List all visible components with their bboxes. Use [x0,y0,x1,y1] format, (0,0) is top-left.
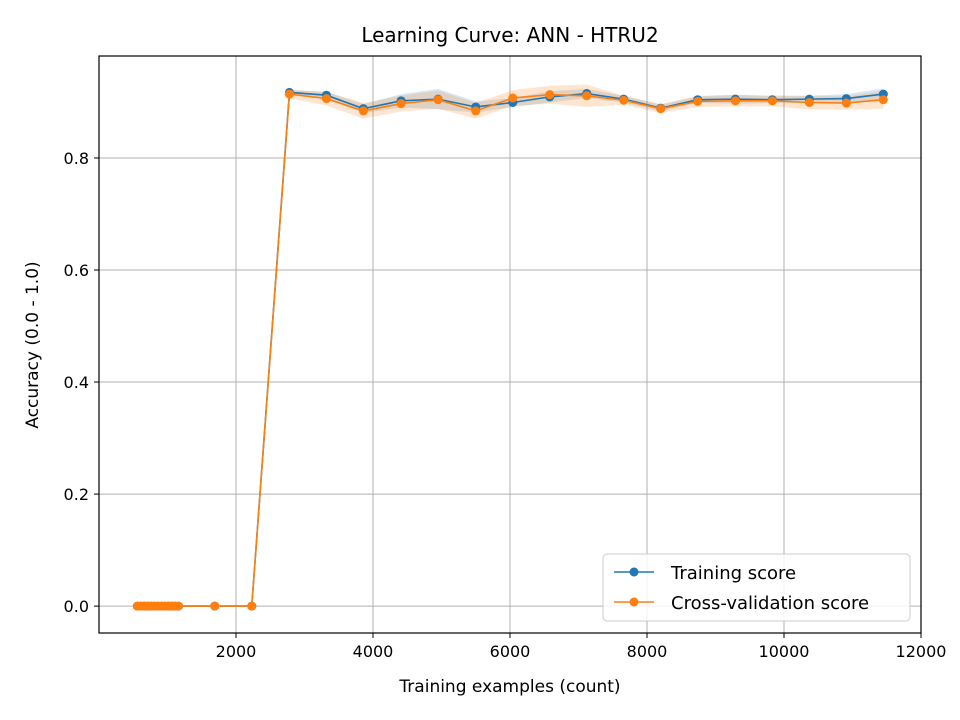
data-point-1 [358,106,368,116]
data-point-1 [730,96,740,106]
series-lines [132,87,888,611]
y-tick-label: 0.2 [64,485,89,504]
data-point-1 [693,96,703,106]
legend-box [602,553,911,622]
y-tick-label: 0.6 [64,261,89,280]
data-point-1 [545,90,555,100]
chart-title: Learning Curve: ANN - HTRU2 [361,23,658,47]
data-point-1 [619,95,629,105]
x-tick-label: 8000 [627,642,668,661]
y-tick-label: 0.8 [64,149,89,168]
x-tick-label: 2000 [216,642,257,661]
x-tick-label: 6000 [490,642,531,661]
axis-ticks: 2000 4000 6000 8000 10000 12000 0.0 0.2 0.4 0.6 0.… [64,149,947,661]
y-tick-label: 0.0 [64,597,89,616]
x-axis-label: Training examples (count) [398,677,620,697]
data-point-1 [841,98,851,108]
data-point-1 [210,601,220,611]
legend-marker-training [629,567,639,577]
x-tick-label: 12000 [896,642,947,661]
legend: Training score Cross-validation score [602,553,911,622]
data-point-1 [433,95,443,105]
legend-label-cv: Cross-validation score [671,593,869,614]
data-point-1 [321,94,331,104]
data-point-1 [767,96,777,106]
data-point-1 [878,95,888,105]
data-point-1 [247,601,257,611]
data-point-1 [396,99,406,109]
data-point-1 [508,93,518,103]
data-point-1 [656,104,666,114]
x-tick-label: 4000 [353,642,394,661]
data-point-1 [173,601,183,611]
legend-label-training: Training score [670,563,796,584]
legend-marker-cv [629,597,639,607]
data-point-1 [582,91,592,101]
y-axis-label: Accuracy (0.0 - 1.0) [23,261,43,428]
data-point-1 [804,97,814,107]
data-point-1 [471,106,481,116]
grid-lines [99,56,922,633]
data-point-1 [284,89,294,99]
x-tick-label: 10000 [759,642,810,661]
y-tick-label: 0.4 [64,373,89,392]
